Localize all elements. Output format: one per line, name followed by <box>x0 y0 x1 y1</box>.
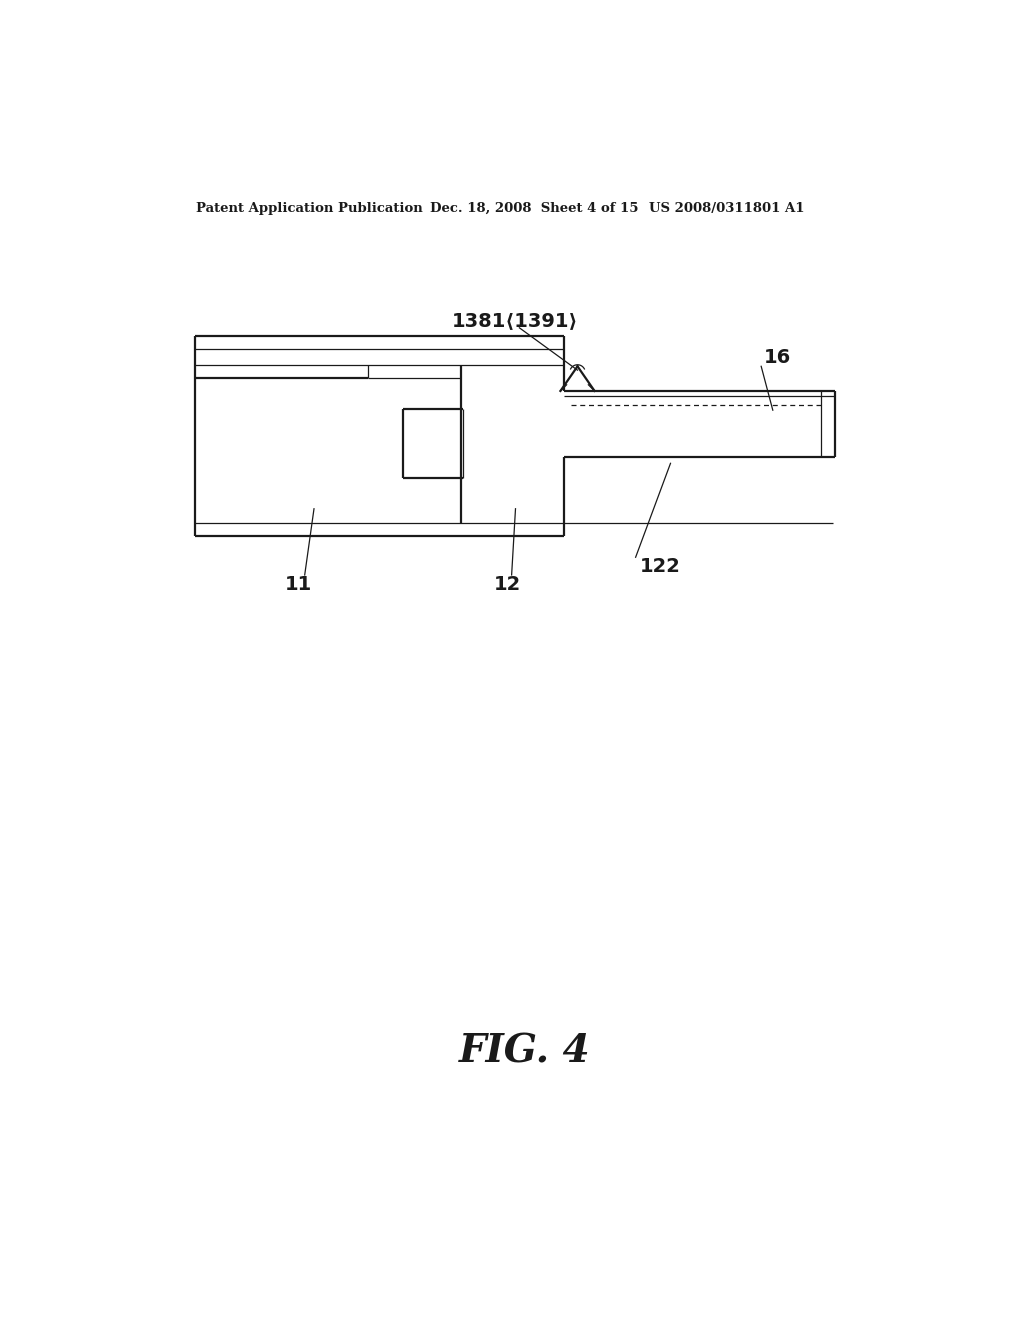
Text: FIG. 4: FIG. 4 <box>459 1032 591 1071</box>
Text: 12: 12 <box>495 574 521 594</box>
Text: 1381⟨1391⟩: 1381⟨1391⟩ <box>453 310 579 330</box>
Text: US 2008/0311801 A1: US 2008/0311801 A1 <box>649 202 804 215</box>
Text: 11: 11 <box>285 574 312 594</box>
Text: Patent Application Publication: Patent Application Publication <box>197 202 423 215</box>
Text: 16: 16 <box>764 347 791 367</box>
Text: Dec. 18, 2008  Sheet 4 of 15: Dec. 18, 2008 Sheet 4 of 15 <box>430 202 639 215</box>
Text: 122: 122 <box>640 557 680 576</box>
